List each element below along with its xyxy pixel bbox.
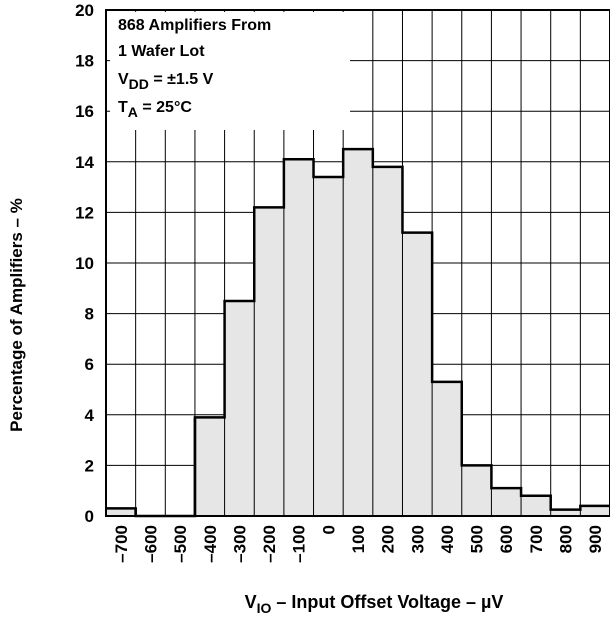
annotation-line: TA = 25°C <box>118 99 192 120</box>
x-tick-label: –200 <box>260 525 279 563</box>
x-axis-label-symbol: V <box>245 592 257 612</box>
x-tick-label: –700 <box>112 525 131 563</box>
annotation-line: 868 Amplifiers From <box>118 17 271 34</box>
y-tick-label: 10 <box>75 254 94 273</box>
x-tick-labels: –700 –600 –500 –400 –300 –200 –100 0 100 200 300 40… <box>112 525 605 563</box>
histogram-bar <box>313 176 344 517</box>
x-tick-label: 500 <box>468 525 487 553</box>
histogram-bar <box>224 300 255 516</box>
histogram-bar <box>521 495 551 516</box>
x-tick-label: –300 <box>230 525 249 563</box>
x-tick-label: 0 <box>319 525 338 534</box>
x-tick-label: 200 <box>379 525 398 553</box>
histogram-bar <box>402 232 433 516</box>
y-tick-label: 4 <box>85 406 95 425</box>
x-tick-label: –400 <box>201 525 220 563</box>
x-tick-label: –600 <box>141 525 160 563</box>
histogram-bar <box>283 159 314 516</box>
histogram-outline <box>106 147 610 518</box>
annotation-line: VDD = ±1.5 V <box>118 71 214 92</box>
histogram-bar <box>432 381 462 516</box>
y-tick-labels: 0 2 4 6 8 10 12 14 16 18 20 <box>75 1 94 526</box>
x-tick-label: 700 <box>527 525 546 553</box>
x-tick-label: –500 <box>171 525 190 563</box>
histogram-bar <box>461 465 492 516</box>
histogram-bar <box>106 508 136 516</box>
y-tick-label: 2 <box>85 456 94 475</box>
histogram-bar <box>491 488 522 516</box>
histogram-bar <box>372 166 403 517</box>
plot-frame <box>105 9 610 517</box>
x-tick-label: 800 <box>557 525 576 553</box>
x-tick-label: 100 <box>349 525 368 553</box>
x-tick-label: 600 <box>497 525 516 553</box>
x-tick-label: 300 <box>408 525 427 553</box>
y-tick-label: 12 <box>75 203 94 222</box>
x-tick-label: –100 <box>290 525 309 563</box>
y-tick-label: 6 <box>85 355 94 374</box>
y-axis-label: Percentage of Amplifiers – % <box>7 198 26 432</box>
histogram-bar <box>550 509 581 516</box>
y-tick-label: 0 <box>85 507 94 526</box>
y-tick-label: 8 <box>85 305 94 324</box>
y-tick-label: 14 <box>75 153 94 172</box>
histogram-bar <box>194 417 225 516</box>
y-tick-label: 18 <box>75 52 94 71</box>
annotation-line: 1 Wafer Lot <box>118 43 205 60</box>
histogram-bar <box>343 149 373 516</box>
y-tick-label: 20 <box>75 1 94 20</box>
histogram-bar <box>254 207 284 516</box>
annotation-box: 868 Amplifiers From 1 Wafer Lot VDD = ±1.5… <box>110 12 350 130</box>
x-tick-label: 400 <box>438 525 457 553</box>
annotation-background <box>110 12 350 130</box>
histogram-bar <box>580 505 610 516</box>
histogram-bars <box>106 147 610 518</box>
y-tick-label: 16 <box>75 102 94 121</box>
x-axis-label-text: – Input Offset Voltage – µV <box>271 592 503 612</box>
x-axis-label-subscript: IO <box>257 600 272 616</box>
x-axis-label: VIO – Input Offset Voltage – µV <box>245 592 504 616</box>
x-tick-label: 900 <box>586 525 605 553</box>
